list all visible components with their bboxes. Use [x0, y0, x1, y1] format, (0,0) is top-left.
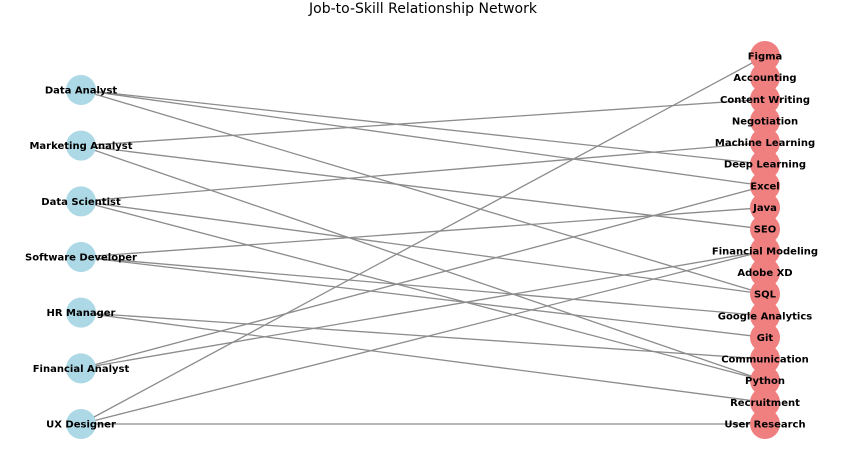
skill-node-circle	[750, 300, 780, 331]
skill-node-label: Content Writing	[720, 95, 810, 106]
job-node-label: UX Designer	[46, 420, 116, 431]
job-node-label: Data Scientist	[41, 197, 121, 208]
skill-node-circle	[750, 322, 780, 353]
skill-node-python: Python	[745, 365, 785, 396]
skill-node-seo: SEO	[750, 214, 780, 245]
skill-node-circle	[750, 84, 780, 115]
edge-data-analyst-to-sql	[80, 89, 766, 295]
skill-node-circle	[750, 41, 780, 71]
edge-ux-designer-to-financial-modeling	[80, 250, 766, 425]
skill-node-label: Negotiation	[732, 116, 798, 127]
skill-node-circle	[750, 365, 780, 396]
job-nodes-layer: Data Analyst Marketing Analyst Data Scient…	[25, 75, 137, 439]
skill-node-circle	[750, 192, 780, 223]
skill-node-adobe-xd: Adobe XD	[737, 257, 793, 288]
skill-node-circle	[750, 149, 780, 180]
edge-data-scientist-to-machine-learning	[80, 141, 766, 202]
job-node-marketing-analyst: Marketing Analyst	[29, 130, 133, 161]
edge-marketing-analyst-to-python	[80, 145, 766, 382]
job-node-label: HR Manager	[47, 308, 116, 319]
skill-node-label: Adobe XD	[737, 268, 792, 279]
edge-hr-manager-to-recruitment	[80, 312, 766, 403]
skill-node-label: SQL	[754, 290, 777, 301]
job-node-hr-manager: HR Manager	[47, 297, 116, 328]
skill-node-machine-learning: Machine Learning	[715, 127, 815, 158]
skill-node-circle	[750, 235, 780, 266]
edge-marketing-analyst-to-seo	[80, 145, 766, 230]
skill-node-deep-learning: Deep Learning	[724, 149, 806, 180]
skill-node-content-writing: Content Writing	[720, 84, 810, 115]
skill-node-label: Machine Learning	[715, 138, 815, 149]
skill-node-label: Communication	[721, 355, 809, 366]
skill-node-google-analytics: Google Analytics	[718, 300, 812, 331]
skill-node-label: Accounting	[733, 73, 796, 84]
job-node-financial-analyst: Financial Analyst	[33, 353, 130, 384]
skill-node-git: Git	[750, 322, 780, 353]
skill-node-label: Excel	[750, 181, 779, 192]
skill-node-negotiation: Negotiation	[732, 105, 798, 136]
skill-node-recruitment: Recruitment	[730, 387, 800, 418]
skill-node-label: User Research	[724, 420, 805, 431]
job-node-software-developer: Software Developer	[25, 242, 137, 272]
edge-data-analyst-to-excel	[80, 89, 766, 187]
job-node-circle	[66, 297, 96, 328]
job-node-data-analyst: Data Analyst	[45, 75, 118, 105]
diagram-title: Job-to-Skill Relationship Network	[308, 1, 538, 17]
edges-layer	[80, 55, 766, 425]
skill-node-financial-modeling: Financial Modeling	[712, 235, 818, 266]
skill-node-circle	[750, 279, 780, 310]
skill-node-communication: Communication	[721, 344, 809, 375]
edge-data-analyst-to-deep-learning	[80, 89, 766, 165]
skill-node-label: Deep Learning	[724, 160, 806, 171]
job-node-label: Financial Analyst	[33, 364, 130, 375]
job-node-ux-designer: UX Designer	[46, 409, 116, 439]
edge-financial-analyst-to-excel	[80, 185, 766, 369]
skill-node-circle	[750, 387, 780, 418]
edge-software-developer-to-google-analytics	[80, 256, 766, 317]
edge-data-scientist-to-python	[80, 200, 766, 382]
skill-node-label: Python	[745, 376, 785, 387]
job-node-circle	[66, 75, 96, 105]
skill-node-label: SEO	[754, 225, 777, 236]
job-node-label: Data Analyst	[45, 86, 118, 97]
edge-ux-designer-to-figma	[80, 55, 766, 425]
skill-node-label: Java	[752, 203, 777, 214]
skill-node-label: Google Analytics	[718, 311, 812, 322]
job-node-data-scientist: Data Scientist	[41, 186, 121, 217]
skill-node-circle	[750, 170, 780, 201]
skill-node-label: Recruitment	[730, 398, 800, 409]
skill-node-circle	[750, 105, 780, 136]
job-node-circle	[66, 242, 96, 272]
skill-node-circle	[750, 257, 780, 288]
skill-node-user-research: User Research	[724, 409, 806, 439]
edge-data-scientist-to-sql	[80, 200, 766, 295]
skill-node-circle	[750, 62, 780, 93]
skill-node-accounting: Accounting	[733, 62, 797, 93]
skill-node-label: Git	[757, 333, 774, 344]
edge-financial-analyst-to-financial-modeling	[80, 250, 766, 369]
skill-node-excel: Excel	[750, 170, 780, 201]
skill-node-label: Financial Modeling	[712, 246, 818, 257]
job-node-label: Marketing Analyst	[29, 141, 132, 152]
job-node-circle	[66, 353, 96, 384]
skill-nodes-layer: Figma Accounting Content Writing Negotiatio…	[712, 41, 818, 439]
skill-node-circle	[750, 409, 780, 439]
skill-node-circle	[750, 344, 780, 375]
skill-node-sql: SQL	[750, 279, 780, 310]
edge-software-developer-to-git	[80, 256, 766, 339]
skill-node-circle	[750, 214, 780, 245]
skill-node-label: Figma	[748, 52, 783, 63]
edge-hr-manager-to-communication	[80, 312, 766, 360]
skill-node-figma: Figma	[748, 41, 783, 71]
skill-node-java: Java	[750, 192, 780, 223]
edge-marketing-analyst-to-content-writing	[80, 98, 766, 147]
job-node-circle	[66, 186, 96, 217]
job-node-label: Software Developer	[25, 253, 137, 264]
skill-node-circle	[750, 127, 780, 158]
job-node-circle	[66, 409, 96, 439]
job-node-circle	[66, 130, 96, 161]
